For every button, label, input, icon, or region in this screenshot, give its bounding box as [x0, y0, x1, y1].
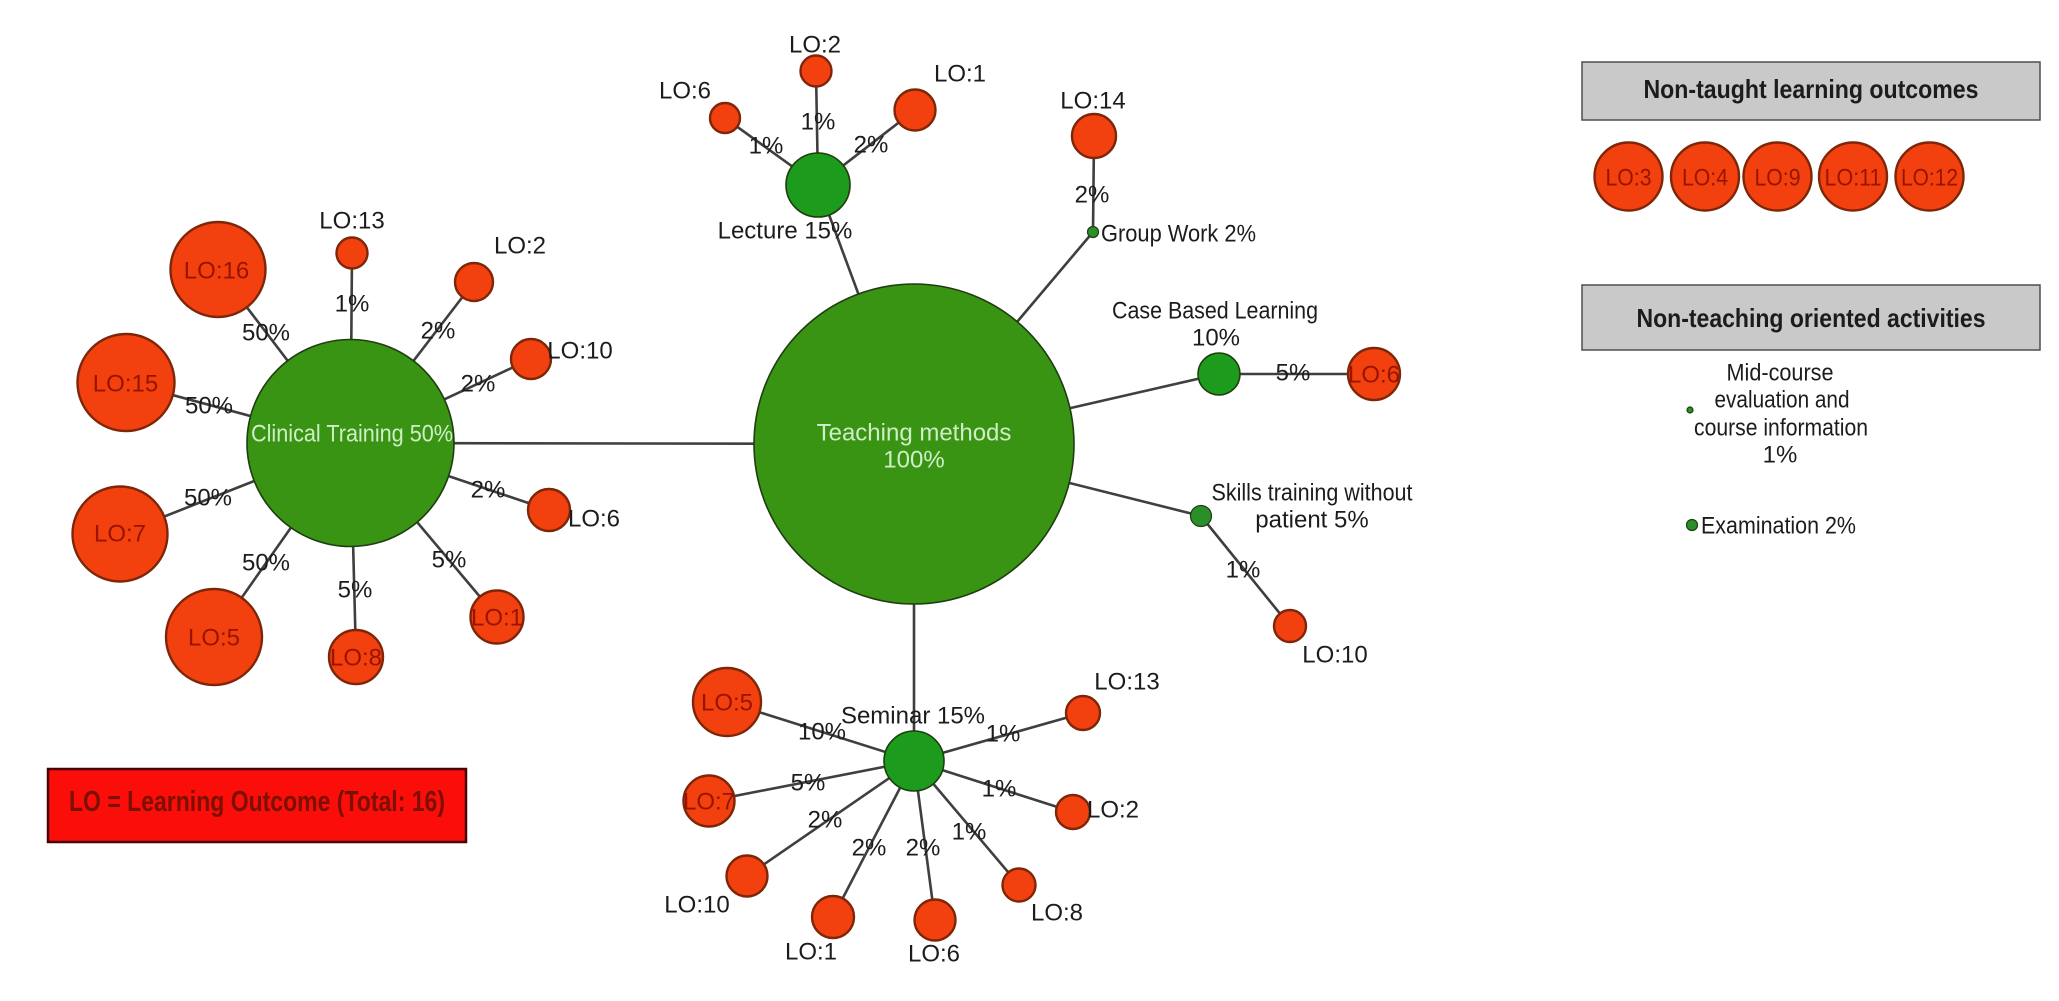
svg-text:LO:15: LO:15	[93, 371, 158, 398]
svg-text:Teaching methods: Teaching methods	[817, 420, 1012, 447]
svg-text:50%: 50%	[184, 485, 232, 512]
svg-text:50%: 50%	[242, 320, 290, 347]
svg-text:1%: 1%	[335, 291, 370, 318]
svg-text:Skills training without: Skills training without	[1212, 480, 1413, 507]
svg-text:LO:2: LO:2	[494, 233, 546, 260]
svg-text:2%: 2%	[461, 371, 496, 398]
svg-text:LO:6: LO:6	[1348, 362, 1400, 389]
svg-text:Clinical Training 50%: Clinical Training 50%	[251, 421, 453, 448]
svg-text:2%: 2%	[854, 132, 889, 159]
svg-text:LO:9: LO:9	[1755, 165, 1801, 192]
svg-text:Examination 2%: Examination 2%	[1701, 513, 1856, 540]
svg-text:2%: 2%	[1075, 182, 1110, 209]
svg-text:10%: 10%	[1192, 325, 1240, 352]
svg-text:LO:2: LO:2	[1087, 797, 1139, 824]
svg-text:LO:11: LO:11	[1825, 165, 1882, 192]
svg-text:LO:16: LO:16	[184, 258, 249, 285]
svg-text:LO:6: LO:6	[568, 506, 620, 533]
svg-text:1%: 1%	[952, 819, 987, 846]
svg-text:LO:13: LO:13	[319, 208, 384, 235]
svg-text:2%: 2%	[421, 318, 456, 345]
svg-text:LO:2: LO:2	[789, 32, 841, 59]
svg-text:LO:7: LO:7	[94, 521, 146, 548]
svg-text:Group Work 2%: Group Work 2%	[1101, 221, 1256, 248]
svg-text:LO = Learning Outcome (Total:: LO = Learning Outcome (Total: 16)	[69, 786, 445, 818]
svg-text:Seminar 15%: Seminar 15%	[841, 703, 985, 730]
svg-text:LO:14: LO:14	[1060, 88, 1125, 115]
svg-text:1%: 1%	[982, 776, 1017, 803]
svg-text:LO:1: LO:1	[785, 939, 837, 966]
svg-text:5%: 5%	[791, 770, 826, 797]
svg-text:2%: 2%	[906, 835, 941, 862]
svg-text:LO:4: LO:4	[1682, 165, 1728, 192]
svg-text:LO:10: LO:10	[1302, 642, 1367, 669]
svg-text:10%: 10%	[798, 719, 846, 746]
svg-text:evaluation and: evaluation and	[1715, 387, 1850, 414]
svg-text:course information: course information	[1694, 415, 1868, 442]
svg-text:1%: 1%	[1226, 557, 1261, 584]
svg-text:patient 5%: patient 5%	[1255, 507, 1368, 534]
svg-text:5%: 5%	[432, 547, 467, 574]
svg-text:LO:7: LO:7	[683, 789, 735, 816]
svg-text:1%: 1%	[749, 133, 784, 160]
svg-text:2%: 2%	[808, 807, 843, 834]
svg-text:Non-teaching oriented activiti: Non-teaching oriented activities	[1637, 303, 1986, 333]
svg-text:Non-taught learning outcomes: Non-taught learning outcomes	[1644, 74, 1979, 104]
svg-text:50%: 50%	[242, 550, 290, 577]
svg-text:100%: 100%	[883, 447, 944, 474]
svg-text:1%: 1%	[986, 721, 1021, 748]
svg-text:LO:10: LO:10	[664, 892, 729, 919]
svg-text:LO:6: LO:6	[908, 941, 960, 968]
svg-text:LO:8: LO:8	[1031, 900, 1083, 927]
svg-text:5%: 5%	[1276, 360, 1311, 387]
svg-text:LO:1: LO:1	[471, 605, 523, 632]
svg-text:LO:5: LO:5	[701, 690, 753, 717]
svg-text:2%: 2%	[471, 477, 506, 504]
svg-text:1%: 1%	[801, 109, 836, 136]
svg-text:1%: 1%	[1763, 442, 1798, 469]
svg-text:LO:12: LO:12	[1901, 165, 1958, 192]
svg-text:5%: 5%	[338, 577, 373, 604]
svg-text:LO:5: LO:5	[188, 625, 240, 652]
svg-text:LO:10: LO:10	[547, 338, 612, 365]
svg-text:2%: 2%	[852, 835, 887, 862]
svg-text:Case Based Learning: Case Based Learning	[1112, 298, 1318, 325]
svg-text:LO:6: LO:6	[659, 78, 711, 105]
svg-text:Lecture 15%: Lecture 15%	[718, 218, 853, 245]
svg-text:LO:13: LO:13	[1094, 669, 1159, 696]
svg-text:50%: 50%	[185, 393, 233, 420]
svg-text:LO:8: LO:8	[330, 645, 382, 672]
svg-text:LO:3: LO:3	[1606, 165, 1652, 192]
svg-text:LO:1: LO:1	[934, 61, 986, 88]
svg-text:Mid-course: Mid-course	[1727, 360, 1834, 387]
